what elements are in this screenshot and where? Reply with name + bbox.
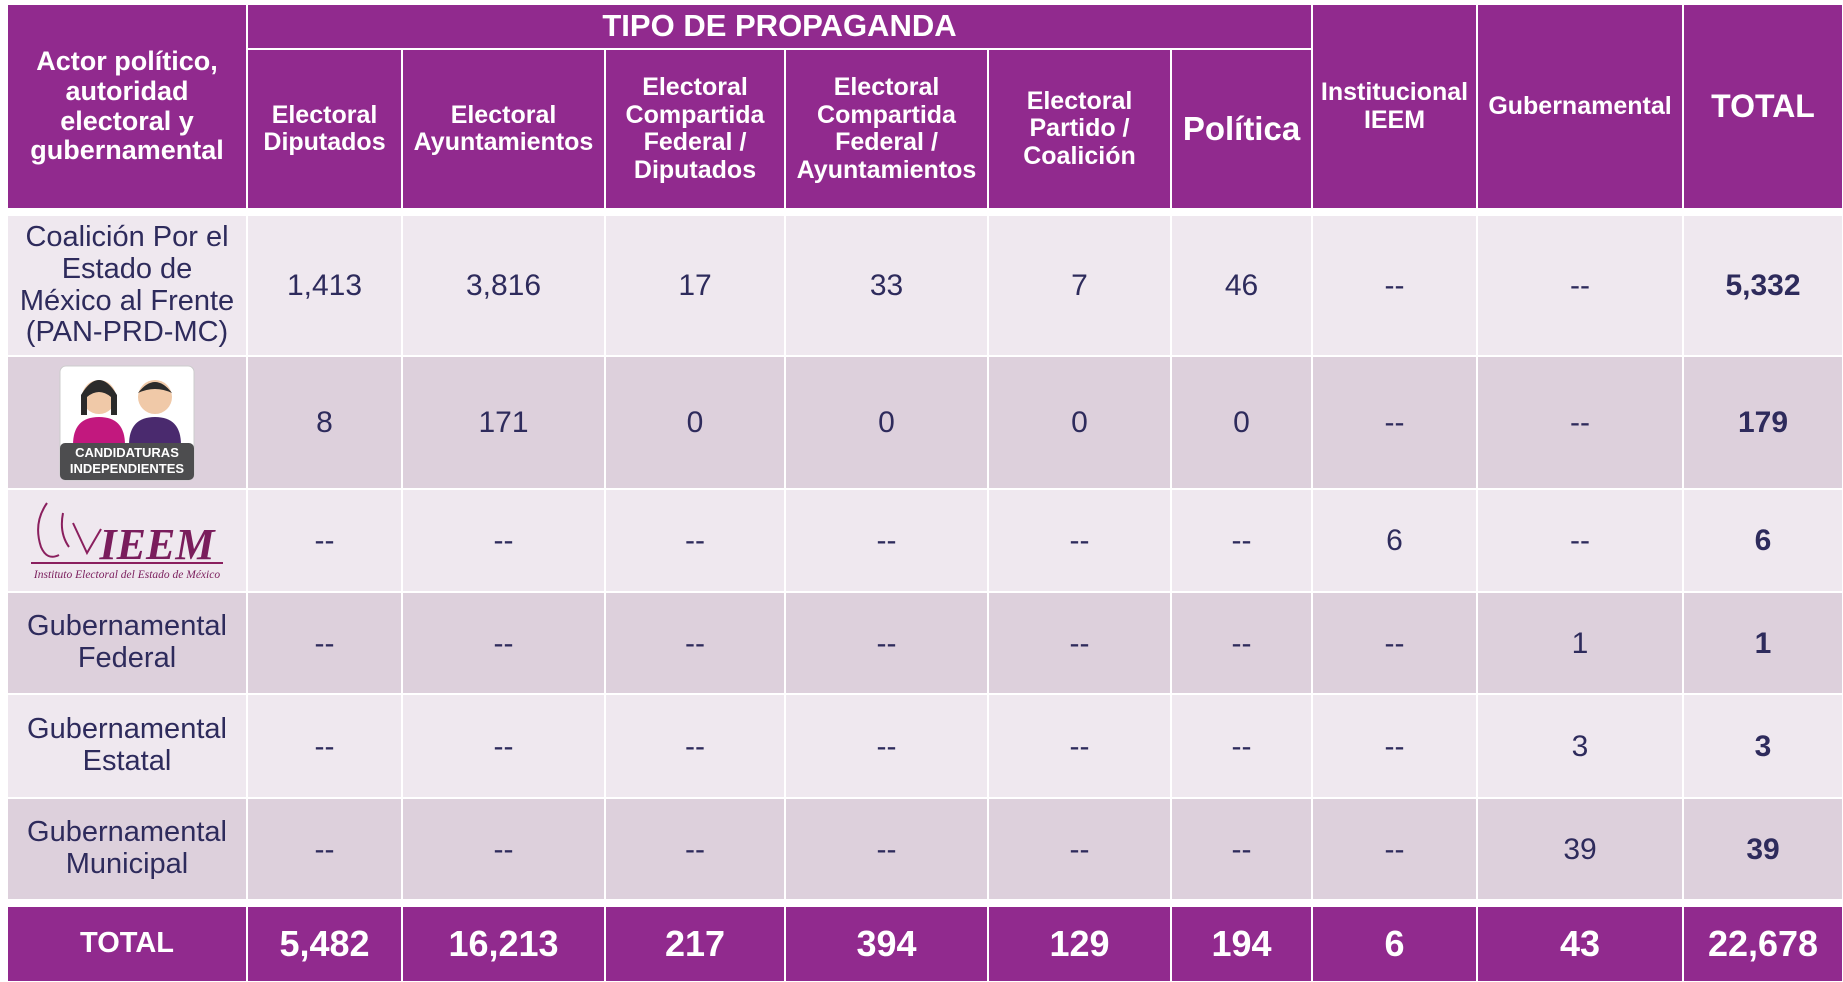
value-cell: --: [248, 593, 401, 693]
value-cell: --: [1313, 799, 1476, 899]
value-cell: --: [248, 490, 401, 591]
row-label: Gubernamental Estatal: [8, 695, 246, 797]
value-cell: 171: [403, 357, 604, 488]
value-cell: 33: [786, 216, 987, 355]
column-header: Política: [1172, 50, 1311, 208]
value-cell: --: [1172, 593, 1311, 693]
value-cell: --: [786, 799, 987, 899]
value-cell: --: [1172, 695, 1311, 797]
total-label: TOTAL: [8, 907, 246, 981]
total-cell: 6: [1313, 907, 1476, 981]
value-cell: --: [989, 593, 1170, 693]
total-cell: 194: [1172, 907, 1311, 981]
value-cell: 1: [1478, 593, 1682, 693]
value-cell: 39: [1478, 799, 1682, 899]
total-cell: 217: [606, 907, 784, 981]
column-header: Electoral Compartida Federal / Ayuntamie…: [786, 50, 987, 208]
column-header: Electoral Ayuntamientos: [403, 50, 604, 208]
value-cell: --: [606, 695, 784, 797]
value-cell: --: [1478, 357, 1682, 488]
value-cell: --: [989, 799, 1170, 899]
value-cell: 17: [606, 216, 784, 355]
value-cell: 0: [606, 357, 784, 488]
value-cell: 3: [1684, 695, 1842, 797]
value-cell: --: [403, 490, 604, 591]
column-header: Electoral Partido / Coalición: [989, 50, 1170, 208]
value-cell: --: [403, 593, 604, 693]
column-header: Gubernamental: [1478, 5, 1682, 208]
value-cell: 179: [1684, 357, 1842, 488]
value-cell: 0: [786, 357, 987, 488]
value-cell: --: [786, 695, 987, 797]
logo-name: IEEM: [99, 520, 217, 569]
value-cell: --: [1313, 695, 1476, 797]
total-cell: 394: [786, 907, 987, 981]
value-cell: --: [1172, 799, 1311, 899]
column-header: Electoral Compartida Federal / Diputados: [606, 50, 784, 208]
value-cell: 3: [1478, 695, 1682, 797]
value-cell: --: [403, 695, 604, 797]
value-cell: --: [989, 490, 1170, 591]
column-header: TOTAL: [1684, 5, 1842, 208]
logo-caption: Instituto Electoral del Estado de México: [33, 569, 220, 581]
value-cell: --: [248, 799, 401, 899]
total-cell: 5,482: [248, 907, 401, 981]
value-cell: 39: [1684, 799, 1842, 899]
value-cell: 1,413: [248, 216, 401, 355]
value-cell: --: [606, 799, 784, 899]
value-cell: --: [786, 593, 987, 693]
total-cell: 129: [989, 907, 1170, 981]
value-cell: 1: [1684, 593, 1842, 693]
value-cell: --: [1313, 593, 1476, 693]
column-header: Institucional IEEM: [1313, 5, 1476, 208]
group-header: TIPO DE PROPAGANDA: [248, 5, 1311, 48]
value-cell: 0: [1172, 357, 1311, 488]
row-logo: IEEM Instituto Electoral del Estado de Mé…: [8, 490, 246, 591]
actor-header: Actor político, autoridad electoral y gu…: [8, 5, 246, 208]
value-cell: 46: [1172, 216, 1311, 355]
value-cell: --: [1478, 490, 1682, 591]
row-label: Gubernamental Federal: [8, 593, 246, 693]
total-cell: 22,678: [1684, 907, 1842, 981]
logo-text: INDEPENDIENTES: [70, 461, 184, 476]
column-header: Electoral Diputados: [248, 50, 401, 208]
value-cell: 5,332: [1684, 216, 1842, 355]
value-cell: --: [248, 695, 401, 797]
value-cell: 3,816: [403, 216, 604, 355]
value-cell: --: [1172, 490, 1311, 591]
value-cell: --: [1478, 216, 1682, 355]
value-cell: --: [786, 490, 987, 591]
row-label: Gubernamental Municipal: [8, 799, 246, 899]
value-cell: --: [403, 799, 604, 899]
value-cell: 0: [989, 357, 1170, 488]
total-cell: 43: [1478, 907, 1682, 981]
value-cell: --: [606, 490, 784, 591]
value-cell: 8: [248, 357, 401, 488]
value-cell: 6: [1684, 490, 1842, 591]
value-cell: 7: [989, 216, 1170, 355]
value-cell: --: [1313, 216, 1476, 355]
total-cell: 16,213: [403, 907, 604, 981]
row-label: Coalición Por el Estado de México al Fre…: [8, 216, 246, 355]
value-cell: 6: [1313, 490, 1476, 591]
row-logo: CANDIDATURAS INDEPENDIENTES: [8, 357, 246, 488]
logo-text: CANDIDATURAS: [75, 445, 179, 460]
value-cell: --: [1313, 357, 1476, 488]
value-cell: --: [606, 593, 784, 693]
value-cell: --: [989, 695, 1170, 797]
